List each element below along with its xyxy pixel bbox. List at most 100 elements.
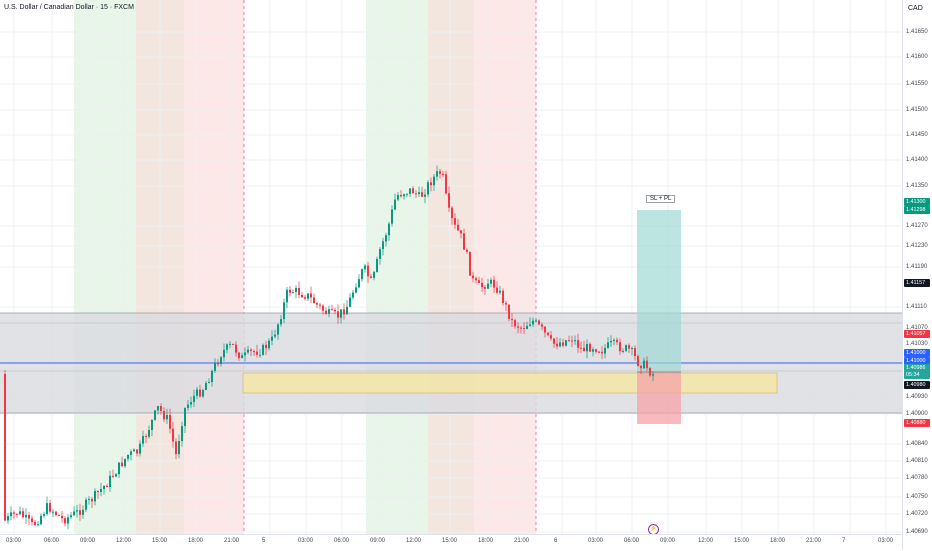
candle-body bbox=[175, 441, 177, 455]
candle-body bbox=[328, 309, 330, 315]
candle-body bbox=[535, 320, 537, 322]
price-tag: 1.40880 bbox=[904, 419, 930, 427]
candle-body bbox=[253, 351, 255, 353]
time-tick-label: 15:00 bbox=[442, 538, 458, 544]
candle-body bbox=[268, 340, 270, 349]
price-tick-label: 1.41270 bbox=[906, 223, 928, 229]
candle-body bbox=[142, 436, 144, 444]
time-tick-label: 18:00 bbox=[770, 538, 786, 544]
candle-body bbox=[277, 324, 279, 335]
candle-body bbox=[22, 511, 24, 518]
candle-body bbox=[430, 182, 432, 186]
candle-body bbox=[604, 347, 606, 354]
candle-body bbox=[502, 290, 504, 303]
candle-body bbox=[103, 485, 105, 490]
candle-body bbox=[199, 389, 201, 397]
candle-body bbox=[343, 309, 345, 315]
candle-body bbox=[190, 402, 192, 405]
position-tool-label[interactable]: SL + PL bbox=[646, 195, 676, 203]
candle-body bbox=[649, 368, 651, 376]
candle-body bbox=[100, 489, 102, 493]
candle-body bbox=[307, 293, 309, 299]
candle-body bbox=[10, 512, 12, 517]
candle-body bbox=[433, 176, 435, 186]
candle-body bbox=[145, 436, 147, 438]
lightning-icon[interactable]: ⚡ bbox=[648, 524, 659, 534]
candle-body bbox=[352, 292, 354, 298]
candle-body bbox=[166, 415, 168, 420]
candle-body bbox=[580, 347, 582, 349]
price-tick-label: 1.41450 bbox=[906, 132, 928, 138]
candle-body bbox=[295, 288, 297, 293]
candle-body bbox=[70, 515, 72, 518]
price-tick-label: 1.41500 bbox=[906, 107, 928, 113]
candle-body bbox=[139, 443, 141, 454]
price-tag: 1.41300 bbox=[904, 198, 930, 206]
time-tick-label: 6 bbox=[554, 538, 558, 544]
candle-body bbox=[85, 499, 87, 510]
candle-body bbox=[286, 289, 288, 303]
time-tick-label: 03:00 bbox=[6, 538, 22, 544]
symbol-title[interactable]: U.S. Dollar / Canadian Dollar · 15 · FXC… bbox=[4, 4, 134, 11]
price-tick-label: 1.41110 bbox=[906, 304, 927, 310]
candle-body bbox=[592, 349, 594, 352]
candle-body bbox=[133, 449, 135, 452]
candle-body bbox=[172, 428, 174, 442]
candle-body bbox=[19, 511, 21, 515]
candle-body bbox=[202, 389, 204, 397]
price-tick-label: 1.40720 bbox=[906, 511, 928, 517]
candle-body bbox=[562, 342, 564, 346]
candle-body bbox=[469, 251, 471, 276]
candle-body bbox=[178, 440, 180, 455]
candle-body bbox=[607, 342, 609, 348]
chart-pane[interactable]: U.S. Dollar / Canadian Dollar · 15 · FXC… bbox=[0, 0, 902, 534]
candle-body bbox=[397, 194, 399, 200]
candle-body bbox=[481, 282, 483, 288]
candle-body bbox=[292, 292, 294, 294]
price-tag: 1.41000 bbox=[904, 349, 930, 357]
candle-body bbox=[262, 344, 264, 355]
time-tick-label: 5 bbox=[262, 538, 266, 544]
price-tick-label: 1.40810 bbox=[906, 458, 928, 464]
candle-body bbox=[454, 218, 456, 225]
price-tick-label: 1.41070 bbox=[906, 325, 928, 331]
candle-body bbox=[619, 342, 621, 352]
time-tick-label: 03:00 bbox=[588, 538, 604, 544]
candle-body bbox=[28, 514, 30, 519]
candle-body bbox=[544, 326, 546, 333]
chart-canvas[interactable] bbox=[0, 0, 902, 534]
candle-body bbox=[610, 340, 612, 343]
time-tick-label: 15:00 bbox=[152, 538, 168, 544]
candle-body bbox=[331, 309, 333, 311]
candle-body bbox=[73, 511, 75, 516]
candle-body bbox=[334, 309, 336, 312]
price-axis[interactable] bbox=[902, 0, 932, 550]
candle-body bbox=[229, 343, 231, 345]
price-tag: 05:34 bbox=[904, 371, 930, 379]
candle-body bbox=[415, 193, 417, 195]
candle-body bbox=[160, 406, 162, 411]
candle-body bbox=[487, 283, 489, 289]
candle-body bbox=[520, 327, 522, 329]
candle-body bbox=[421, 192, 423, 197]
candle-body bbox=[499, 290, 501, 293]
candle-body bbox=[574, 340, 576, 342]
time-tick-label: 12:00 bbox=[698, 538, 714, 544]
price-tag: 1.41298 bbox=[904, 206, 930, 214]
candle-body bbox=[217, 363, 219, 365]
candle-body bbox=[451, 207, 453, 219]
candle-body bbox=[265, 344, 267, 349]
time-axis[interactable]: 03:00 06:00 09:00 12:00 15:00 18:00 21:00 5 03:0… bbox=[0, 534, 902, 551]
demand-zone bbox=[242, 372, 778, 394]
candle-body bbox=[601, 351, 603, 354]
candle-body bbox=[571, 340, 573, 342]
candle-body bbox=[280, 319, 282, 325]
stop-loss-zone bbox=[637, 372, 681, 424]
candle-body bbox=[220, 357, 222, 365]
candle-body bbox=[151, 419, 153, 430]
price-tick-label: 1.41550 bbox=[906, 81, 928, 87]
candle-body bbox=[358, 279, 360, 288]
candle-body bbox=[31, 518, 33, 522]
candle-body bbox=[508, 304, 510, 319]
candle-body bbox=[241, 355, 243, 359]
